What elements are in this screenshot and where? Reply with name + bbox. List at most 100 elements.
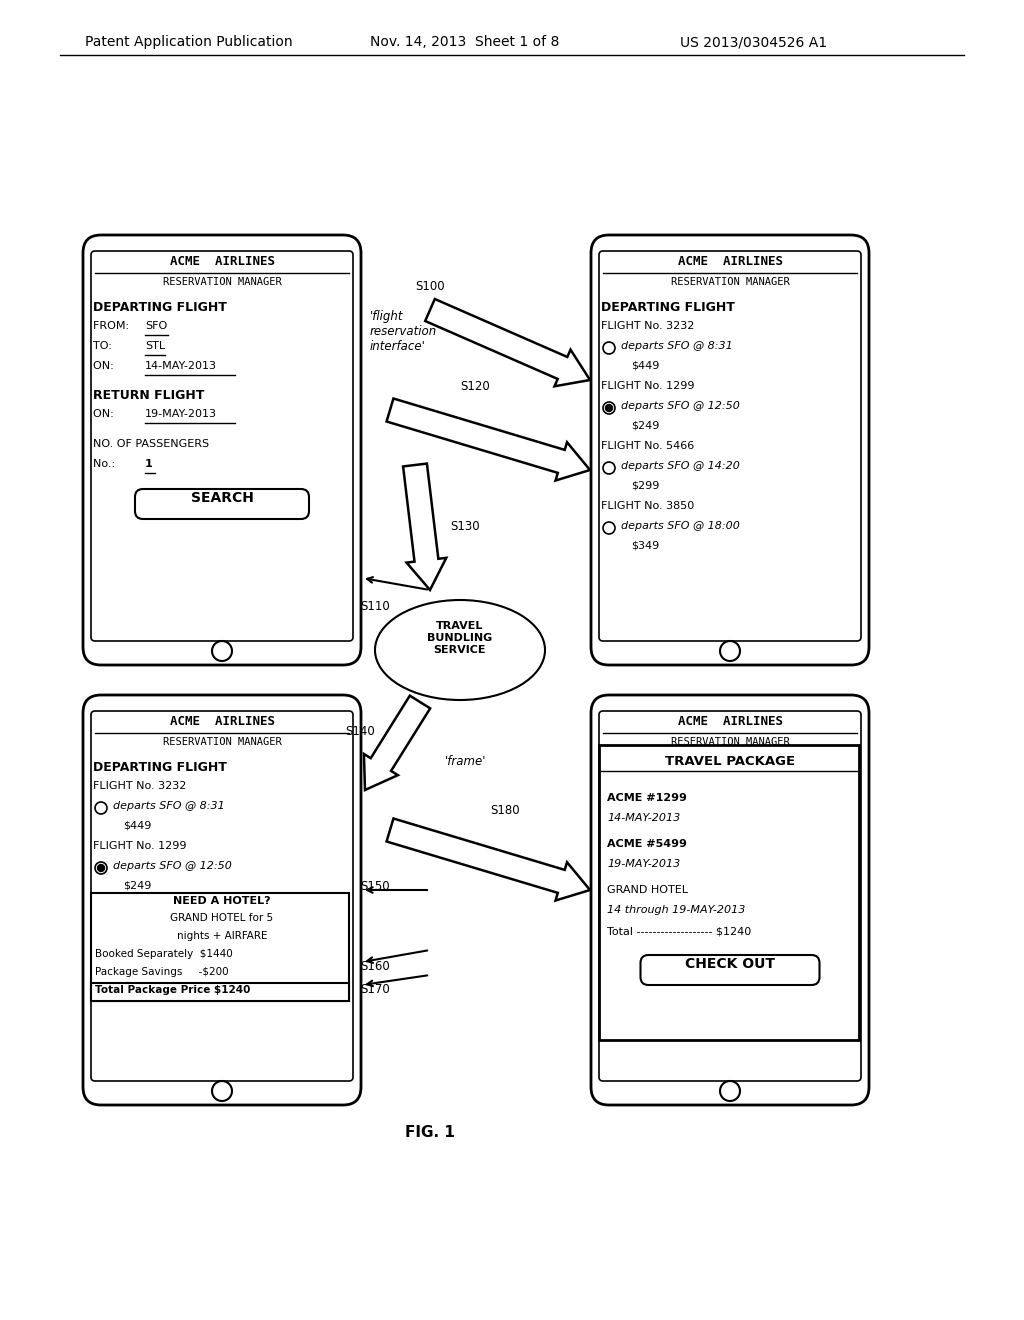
Polygon shape xyxy=(403,463,446,590)
Text: 14-MAY-2013: 14-MAY-2013 xyxy=(607,813,680,822)
Text: departs SFO @ 18:00: departs SFO @ 18:00 xyxy=(621,521,740,531)
Text: US 2013/0304526 A1: US 2013/0304526 A1 xyxy=(680,36,827,49)
Circle shape xyxy=(603,342,615,354)
Text: $299: $299 xyxy=(631,480,659,491)
Circle shape xyxy=(603,462,615,474)
Circle shape xyxy=(212,1081,232,1101)
FancyBboxPatch shape xyxy=(83,235,361,665)
FancyBboxPatch shape xyxy=(599,711,861,1081)
Text: Total ------------------- $1240: Total ------------------- $1240 xyxy=(607,927,752,937)
Text: ACME #5499: ACME #5499 xyxy=(607,840,687,849)
Text: 1: 1 xyxy=(145,459,153,469)
Text: S140: S140 xyxy=(345,725,375,738)
Text: 'flight
reservation
interface': 'flight reservation interface' xyxy=(370,310,437,352)
Text: ACME #1299: ACME #1299 xyxy=(607,793,687,803)
Text: FLIGHT No. 3232: FLIGHT No. 3232 xyxy=(601,321,694,331)
FancyBboxPatch shape xyxy=(91,894,349,1001)
Text: Package Savings     -$200: Package Savings -$200 xyxy=(95,968,228,977)
Circle shape xyxy=(720,642,740,661)
Polygon shape xyxy=(386,399,590,480)
Text: FLIGHT No. 1299: FLIGHT No. 1299 xyxy=(601,381,694,391)
Text: Nov. 14, 2013  Sheet 1 of 8: Nov. 14, 2013 Sheet 1 of 8 xyxy=(370,36,559,49)
Text: S160: S160 xyxy=(360,960,390,973)
Text: SEARCH: SEARCH xyxy=(190,491,253,506)
FancyBboxPatch shape xyxy=(135,488,309,519)
FancyBboxPatch shape xyxy=(91,711,353,1081)
Circle shape xyxy=(95,862,106,874)
FancyBboxPatch shape xyxy=(640,954,819,985)
Text: 19-MAY-2013: 19-MAY-2013 xyxy=(607,859,680,869)
FancyBboxPatch shape xyxy=(91,251,353,642)
Text: FROM:: FROM: xyxy=(93,321,133,331)
Text: RESERVATION MANAGER: RESERVATION MANAGER xyxy=(671,277,790,286)
Text: FLIGHT No. 5466: FLIGHT No. 5466 xyxy=(601,441,694,451)
Polygon shape xyxy=(425,300,590,387)
FancyBboxPatch shape xyxy=(599,251,861,642)
Text: SFO: SFO xyxy=(145,321,167,331)
Text: DEPARTING FLIGHT: DEPARTING FLIGHT xyxy=(93,301,227,314)
Text: S120: S120 xyxy=(460,380,489,393)
Circle shape xyxy=(605,404,612,412)
FancyBboxPatch shape xyxy=(83,696,361,1105)
Text: nights + AIRFARE: nights + AIRFARE xyxy=(177,931,267,941)
Text: FIG. 1: FIG. 1 xyxy=(406,1125,455,1140)
FancyBboxPatch shape xyxy=(91,983,349,1001)
Ellipse shape xyxy=(375,601,545,700)
Text: departs SFO @ 8:31: departs SFO @ 8:31 xyxy=(621,341,733,351)
Text: Patent Application Publication: Patent Application Publication xyxy=(85,36,293,49)
Polygon shape xyxy=(364,696,430,789)
Text: STL: STL xyxy=(145,341,165,351)
Text: S130: S130 xyxy=(450,520,479,533)
Circle shape xyxy=(603,521,615,535)
Text: departs SFO @ 12:50: departs SFO @ 12:50 xyxy=(621,401,740,411)
Text: 19-MAY-2013: 19-MAY-2013 xyxy=(145,409,217,418)
Text: ACME  AIRLINES: ACME AIRLINES xyxy=(170,715,274,729)
Text: RESERVATION MANAGER: RESERVATION MANAGER xyxy=(163,277,282,286)
Text: FLIGHT No. 3850: FLIGHT No. 3850 xyxy=(601,502,694,511)
Text: RESERVATION MANAGER: RESERVATION MANAGER xyxy=(163,737,282,747)
Text: S100: S100 xyxy=(415,280,444,293)
Text: ON:: ON: xyxy=(93,360,124,371)
Circle shape xyxy=(95,803,106,814)
Text: ACME  AIRLINES: ACME AIRLINES xyxy=(678,255,782,268)
Text: 14 through 19-MAY-2013: 14 through 19-MAY-2013 xyxy=(607,906,745,915)
Text: DEPARTING FLIGHT: DEPARTING FLIGHT xyxy=(93,762,227,774)
Text: FLIGHT No. 1299: FLIGHT No. 1299 xyxy=(93,841,186,851)
Text: $449: $449 xyxy=(631,360,659,371)
Text: NO. OF PASSENGERS: NO. OF PASSENGERS xyxy=(93,440,209,449)
Text: DEPARTING FLIGHT: DEPARTING FLIGHT xyxy=(601,301,735,314)
Text: S110: S110 xyxy=(360,601,390,612)
Circle shape xyxy=(720,1081,740,1101)
Text: RETURN FLIGHT: RETURN FLIGHT xyxy=(93,389,205,403)
Text: S150: S150 xyxy=(360,880,389,894)
Text: $349: $349 xyxy=(631,541,659,550)
Text: Booked Separately  $1440: Booked Separately $1440 xyxy=(95,949,232,960)
Text: ON:: ON: xyxy=(93,409,124,418)
Text: NEED A HOTEL?: NEED A HOTEL? xyxy=(173,896,270,906)
Text: RESERVATION MANAGER: RESERVATION MANAGER xyxy=(671,737,790,747)
FancyBboxPatch shape xyxy=(591,696,869,1105)
Polygon shape xyxy=(386,818,590,900)
Text: departs SFO @ 14:20: departs SFO @ 14:20 xyxy=(621,461,740,471)
Text: GRAND HOTEL: GRAND HOTEL xyxy=(607,884,688,895)
Text: S180: S180 xyxy=(490,804,519,817)
Text: TO:: TO: xyxy=(93,341,123,351)
Text: 14-MAY-2013: 14-MAY-2013 xyxy=(145,360,217,371)
Text: Total Package Price $1240: Total Package Price $1240 xyxy=(95,985,251,995)
Circle shape xyxy=(603,403,615,414)
Text: $249: $249 xyxy=(123,880,152,891)
Text: CHECK OUT: CHECK OUT xyxy=(685,957,775,972)
Text: No.:: No.: xyxy=(93,459,122,469)
FancyBboxPatch shape xyxy=(599,744,859,1040)
Text: TRAVEL PACKAGE: TRAVEL PACKAGE xyxy=(665,755,795,768)
Text: ACME  AIRLINES: ACME AIRLINES xyxy=(170,255,274,268)
Text: ACME  AIRLINES: ACME AIRLINES xyxy=(678,715,782,729)
Text: departs SFO @ 12:50: departs SFO @ 12:50 xyxy=(113,861,231,871)
Circle shape xyxy=(212,642,232,661)
Circle shape xyxy=(97,865,104,871)
Text: S170: S170 xyxy=(360,983,390,997)
Text: departs SFO @ 8:31: departs SFO @ 8:31 xyxy=(113,801,224,810)
Text: 'frame': 'frame' xyxy=(445,755,486,768)
Text: TRAVEL
BUNDLING
SERVICE: TRAVEL BUNDLING SERVICE xyxy=(427,622,493,655)
Text: $249: $249 xyxy=(631,421,659,432)
